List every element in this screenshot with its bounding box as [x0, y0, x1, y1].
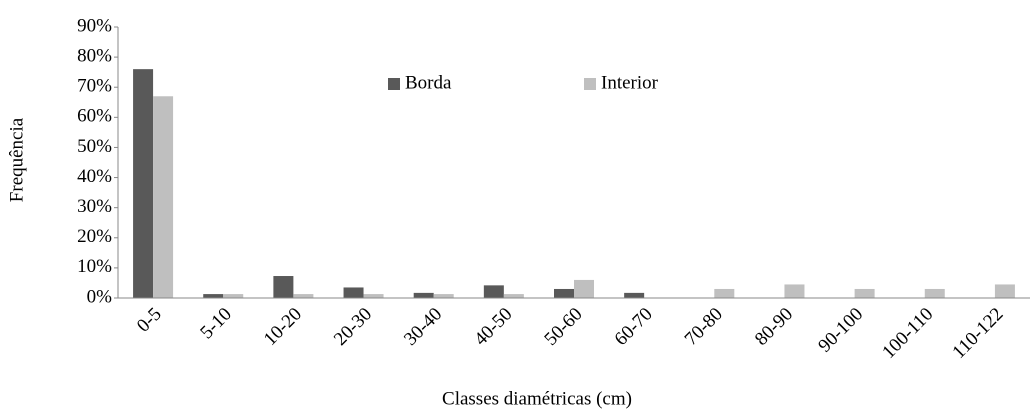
bar — [854, 288, 875, 298]
x-tick-label: 5-10 — [196, 304, 235, 343]
bar — [363, 294, 384, 298]
x-tick-label: 30-40 — [400, 304, 446, 350]
legend-swatch — [388, 78, 400, 90]
x-tick-label: 60-70 — [611, 304, 657, 350]
bar — [714, 288, 735, 298]
x-tick-label: 0-5 — [133, 304, 166, 337]
y-tick-label: 50% — [77, 136, 112, 157]
bar — [924, 288, 945, 298]
y-tick-label: 90% — [77, 15, 112, 36]
x-tick-label: 80-90 — [751, 304, 797, 350]
bar — [273, 276, 294, 298]
legend-label: Borda — [405, 72, 452, 93]
x-tick-label: 110-122 — [948, 304, 1007, 363]
x-tick-label: 90-100 — [814, 304, 867, 357]
x-tick-label: 20-30 — [330, 304, 376, 350]
x-tick-label: 10-20 — [260, 304, 306, 350]
x-tick-label: 100-110 — [878, 304, 937, 363]
y-tick-label: 70% — [77, 76, 112, 97]
bar — [413, 292, 434, 298]
bar — [784, 284, 805, 298]
bar — [153, 96, 174, 298]
legend-label: Interior — [601, 72, 659, 93]
bar — [293, 294, 314, 298]
y-tick-label: 80% — [77, 45, 112, 66]
bar — [994, 284, 1015, 298]
bar — [203, 294, 224, 298]
y-tick-label: 40% — [77, 166, 112, 187]
bar — [133, 69, 154, 299]
x-tick-label: 50-60 — [540, 304, 586, 350]
bar — [433, 294, 454, 298]
y-tick-label: 60% — [77, 106, 112, 127]
bar — [343, 287, 364, 298]
y-tick-label: 20% — [77, 226, 112, 247]
x-tick-label: 70-80 — [681, 304, 727, 350]
bar — [574, 279, 594, 298]
y-tick-label: 0% — [87, 286, 113, 307]
y-axis-title: Frequência — [6, 117, 27, 202]
y-tick-label: 30% — [77, 196, 112, 217]
x-axis-title: Classes diamétricas (cm) — [442, 388, 632, 409]
legend-swatch — [584, 78, 596, 90]
x-tick-label: 40-50 — [470, 304, 516, 350]
bar — [483, 285, 504, 298]
bar — [624, 292, 645, 298]
y-tick-label: 10% — [77, 256, 112, 277]
bar — [503, 294, 524, 298]
bar — [554, 288, 574, 298]
bar — [223, 294, 244, 298]
